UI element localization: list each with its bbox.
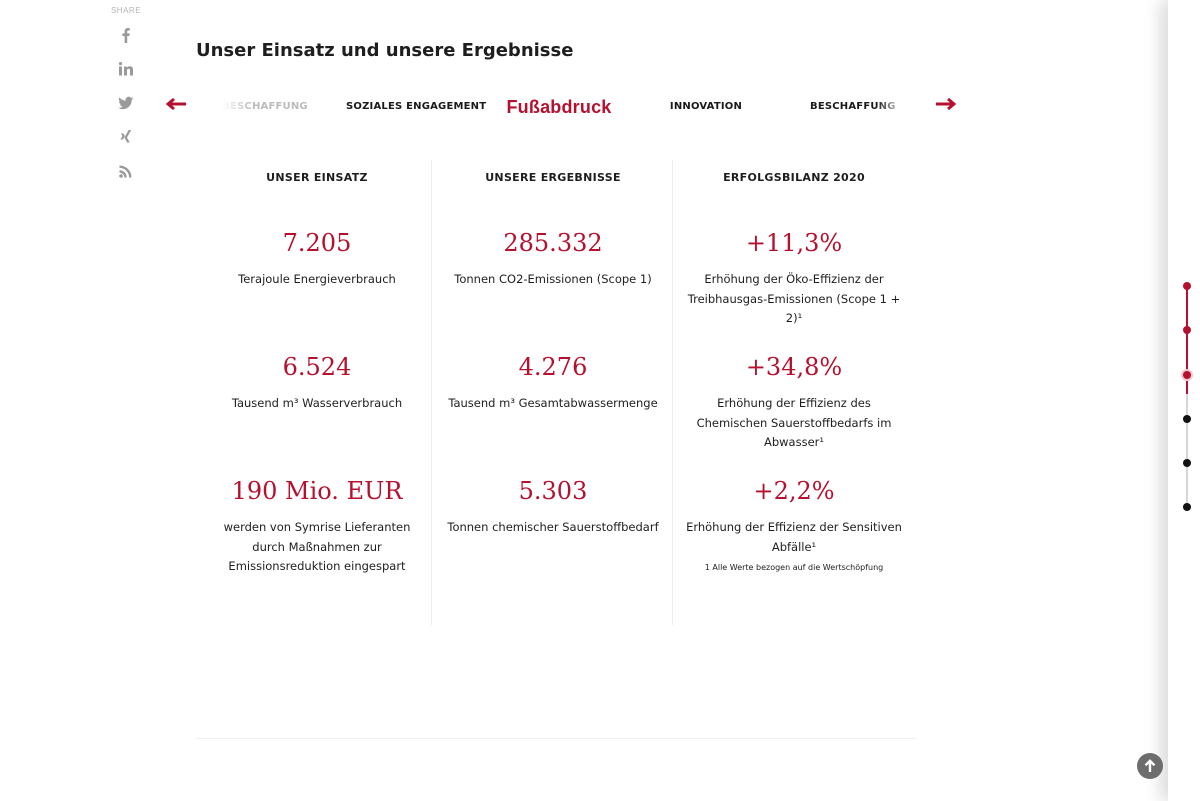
metric-description: Terajoule Energieverbrauch — [238, 272, 396, 286]
metric-value: +11,3% — [745, 229, 843, 257]
metric-description: Erhöhung der Effizienz der Sensitiven Ab… — [686, 520, 902, 554]
metric: +2,2% Erhöhung der Effizienz der Sensiti… — [673, 476, 915, 572]
metric: 6.524 Tausend m³ Wasserverbrauch — [196, 352, 438, 414]
metric-description: Erhöhung der Effizienz des Chemischen Sa… — [696, 396, 892, 449]
metric-description: Tausend m³ Gesamtabwassermenge — [448, 396, 658, 410]
metric-value: +34,8% — [745, 353, 843, 381]
xing-icon[interactable] — [118, 129, 134, 151]
metric: +11,3% Erhöhung der Öko-Effizienz der Tr… — [673, 228, 915, 329]
metric-description: Tonnen CO2-Emissionen (Scope 1) — [454, 272, 652, 286]
scroll-to-top-button[interactable] — [1137, 753, 1163, 779]
metric: 7.205 Terajoule Energieverbrauch — [196, 228, 438, 290]
side-panel — [1168, 0, 1200, 801]
metric-value: 285.332 — [503, 229, 603, 257]
tab-soziales-engagement[interactable]: SOZIALES ENGAGEMENT — [346, 101, 487, 112]
linkedin-icon[interactable] — [118, 61, 134, 83]
column-einsatz: UNSER EINSATZ 7.205 Terajoule Energiever… — [196, 160, 438, 625]
metric-description: Erhöhung der Öko-Effizienz der Treibhaus… — [687, 272, 901, 325]
metric: 4.276 Tausend m³ Gesamtabwassermenge — [432, 352, 674, 414]
twitter-icon[interactable] — [118, 95, 134, 117]
carousel-prev-arrow-icon[interactable] — [166, 96, 188, 112]
metric-value: +2,2% — [753, 477, 835, 505]
column-heading: ERFOLGSBILANZ 2020 — [723, 171, 865, 184]
metric-description: Tausend m³ Wasserverbrauch — [231, 396, 403, 410]
progress-dot-3[interactable] — [1183, 371, 1191, 379]
progress-line-remaining — [1186, 394, 1188, 508]
facebook-icon[interactable] — [118, 27, 134, 49]
tab-beschaffung-next[interactable]: BESCHAFFUNG — [810, 101, 896, 112]
column-erfolgsbilanz: ERFOLGSBILANZ 2020 +11,3% Erhöhung der Ö… — [672, 160, 915, 625]
topic-carousel: BESCHAFFUNG SOZIALES ENGAGEMENT Fußabdru… — [166, 92, 956, 122]
progress-dot-2[interactable] — [1183, 326, 1191, 334]
footnote: 1 Alle Werte bezogen auf die Wertschöpfu… — [704, 563, 884, 572]
metric: 190 Mio. EUR werden von Symrise Lieferan… — [196, 476, 438, 577]
metric: 285.332 Tonnen CO2-Emissionen (Scope 1) — [432, 228, 674, 290]
metric: 5.303 Tonnen chemischer Sauerstoffbedarf — [432, 476, 674, 538]
carousel-next-arrow-icon[interactable] — [934, 96, 956, 112]
progress-dot-5[interactable] — [1183, 459, 1191, 467]
results-columns: UNSER EINSATZ 7.205 Terajoule Energiever… — [196, 160, 922, 625]
metric-description: werden von Symrise Lieferanten durch Maß… — [223, 520, 411, 573]
divider — [196, 738, 916, 739]
progress-dot-1[interactable] — [1183, 282, 1191, 290]
progress-dot-4[interactable] — [1183, 415, 1191, 423]
progress-dot-6[interactable] — [1183, 503, 1191, 511]
share-bar: SHARE — [104, 6, 148, 185]
section-progress-nav — [1178, 272, 1198, 522]
metric-value: 6.524 — [282, 353, 352, 381]
arrow-up-icon — [1144, 759, 1156, 772]
tab-innovation[interactable]: INNOVATION — [669, 101, 743, 112]
share-label: SHARE — [110, 6, 142, 15]
metric-value: 5.303 — [518, 477, 588, 505]
metric-value: 4.276 — [518, 353, 588, 381]
column-heading: UNSERE ERGEBNISSE — [485, 171, 621, 184]
progress-line-completed — [1186, 286, 1188, 394]
metric-description: Tonnen chemischer Sauerstoffbedarf — [447, 520, 659, 534]
rss-icon[interactable] — [118, 163, 134, 185]
column-heading: UNSER EINSATZ — [266, 171, 368, 184]
tab-beschaffung-prev[interactable]: BESCHAFFUNG — [222, 101, 308, 112]
metric-value: 7.205 — [282, 229, 352, 257]
metric-value: 190 Mio. EUR — [231, 477, 403, 505]
tab-fussabdruck[interactable]: Fußabdruck — [506, 97, 612, 117]
metric: +34,8% Erhöhung der Effizienz des Chemis… — [673, 352, 915, 453]
section-title: Unser Einsatz und unsere Ergebnisse — [196, 40, 574, 61]
column-ergebnisse: UNSERE ERGEBNISSE 285.332 Tonnen CO2-Emi… — [431, 160, 674, 625]
